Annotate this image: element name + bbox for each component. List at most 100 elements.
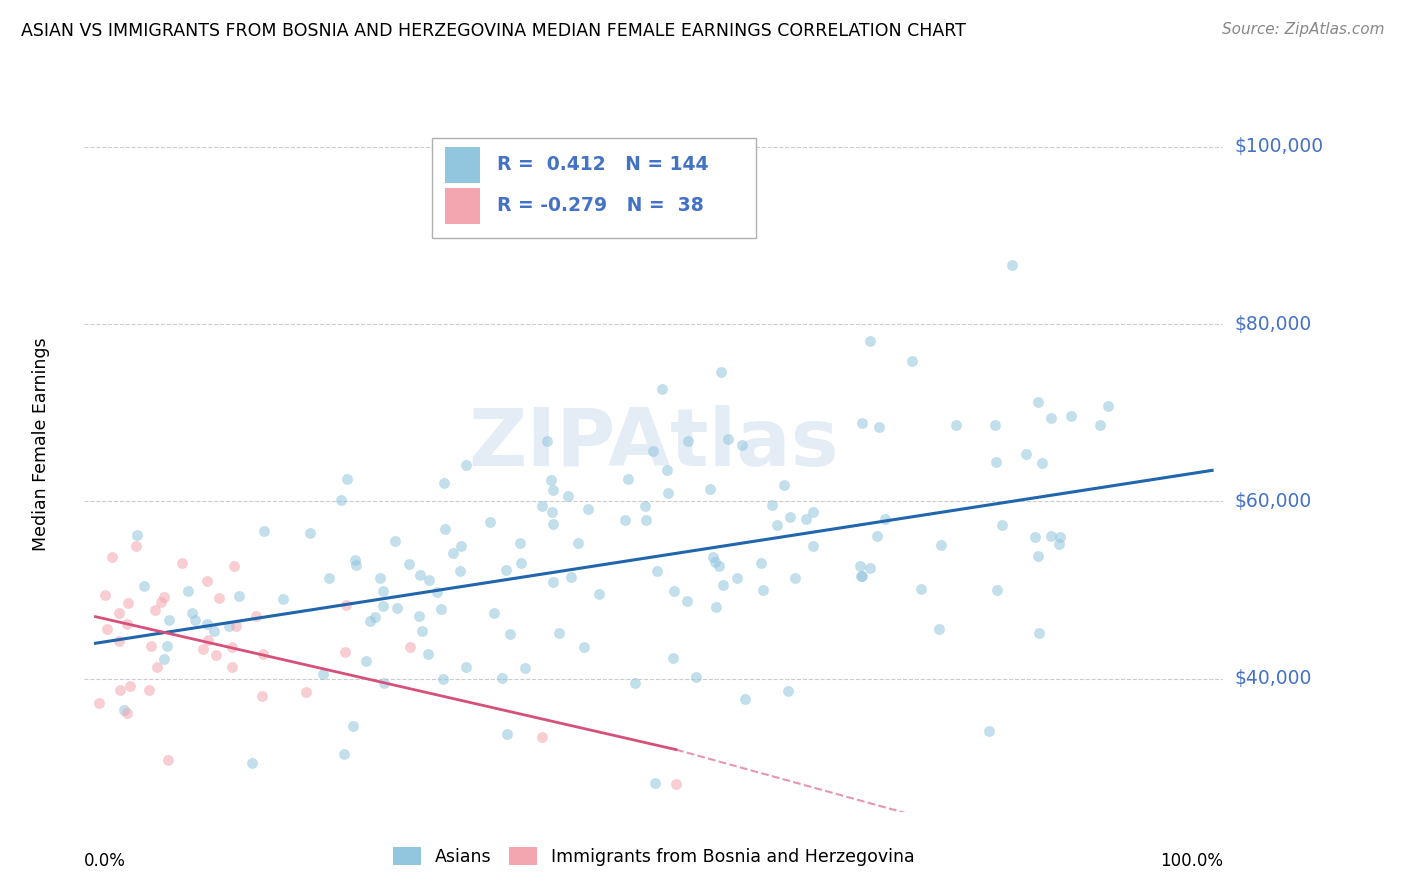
Point [1028,625,1050,640]
Point [117,596,139,610]
Point [801,539,824,553]
Point [398,557,420,571]
Point [1026,549,1049,563]
Point [197,574,219,589]
Text: 100.0%: 100.0% [1160,852,1223,871]
Point [761,498,783,512]
Point [228,589,250,603]
Point [225,619,247,633]
Point [1026,394,1049,409]
FancyBboxPatch shape [446,147,479,183]
Point [333,645,356,659]
Point [634,513,657,527]
Point [335,598,357,612]
Point [752,583,775,598]
Point [651,382,673,396]
Point [371,599,394,613]
Point [543,575,565,590]
Point [426,585,449,599]
Point [354,654,377,668]
Text: ASIAN VS IMMIGRANTS FROM BOSNIA AND HERZEGOVINA MEDIAN FEMALE EARNINGS CORRELATI: ASIAN VS IMMIGRANTS FROM BOSNIA AND HERZ… [21,22,966,40]
Point [205,648,228,663]
Text: Source: ZipAtlas.com: Source: ZipAtlas.com [1222,22,1385,37]
Point [866,529,889,543]
Point [157,613,180,627]
Point [344,558,367,573]
Point [734,692,756,706]
Point [977,724,1000,739]
Point [702,549,724,564]
Point [676,594,699,608]
Point [572,640,595,654]
Point [385,600,408,615]
Point [434,523,457,537]
Point [221,640,243,654]
Point [441,545,464,559]
Legend: Asians, Immigrants from Bosnia and Herzegovina: Asians, Immigrants from Bosnia and Herze… [387,840,921,873]
Point [416,647,439,661]
Point [359,615,381,629]
Point [617,472,640,486]
Point [218,619,240,633]
Point [531,731,554,745]
Point [1015,447,1038,461]
Point [779,509,801,524]
Point [454,660,477,674]
Point [567,535,589,549]
Point [298,525,321,540]
Point [221,660,243,674]
Point [849,558,872,573]
Point [252,647,274,661]
Point [411,624,433,638]
Point [491,671,513,685]
Point [202,624,225,638]
Point [801,505,824,519]
Point [1001,258,1024,272]
Point [560,570,582,584]
Point [1039,529,1062,543]
Point [710,365,733,379]
Text: $40,000: $40,000 [1234,669,1312,689]
Point [945,417,967,432]
Point [851,416,873,430]
Point [1031,456,1053,470]
Point [409,568,432,582]
Point [849,569,872,583]
Point [662,584,685,599]
Point [929,538,952,552]
Point [588,587,610,601]
Point [318,571,340,585]
Point [117,706,139,720]
Point [776,684,799,698]
Point [557,489,579,503]
Point [851,569,873,583]
Point [859,561,882,575]
Point [1097,399,1119,413]
Point [152,652,174,666]
Point [449,564,471,578]
Point [143,603,166,617]
Point [450,539,472,553]
Point [479,516,502,530]
Point [984,454,1007,468]
Point [711,578,734,592]
Point [384,534,406,549]
Point [1088,417,1111,432]
Point [343,552,366,566]
Point [859,334,882,348]
Point [373,584,395,599]
Point [657,486,679,500]
Point [145,660,167,674]
Point [363,609,385,624]
Point [181,606,204,620]
Point [418,574,440,588]
Point [984,418,1007,433]
Text: $100,000: $100,000 [1234,137,1323,156]
Point [1039,410,1062,425]
Point [1047,536,1070,550]
Point [1059,409,1081,423]
Point [141,640,163,654]
Point [184,613,207,627]
Text: Median Female Earnings: Median Female Earnings [32,337,51,550]
Point [773,477,796,491]
